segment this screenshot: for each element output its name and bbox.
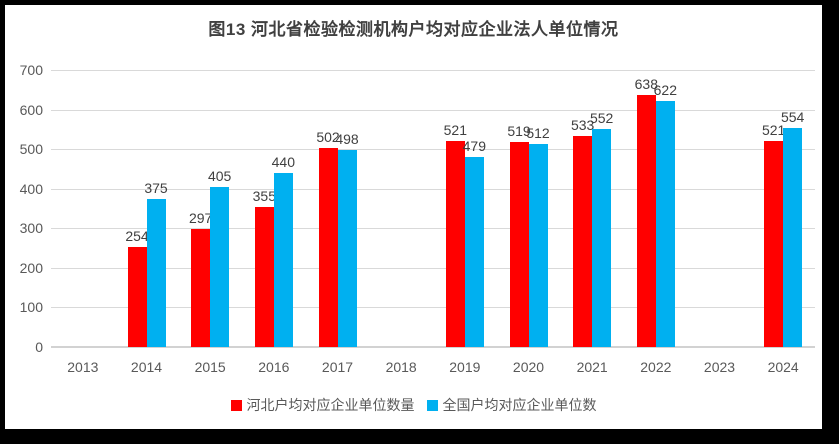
x-axis-line [51,346,815,348]
x-tick-label-2022: 2022 [640,359,672,375]
bar-hebei-2015 [191,229,211,347]
bar-value-label-hebei-2014: 254 [125,227,149,244]
y-tick-label: 600 [19,101,43,118]
bar-national-2020 [528,144,548,347]
bar-hebei-2021 [573,136,593,347]
bar-hebei-2016 [254,206,274,347]
bar-value-label-national-2021: 552 [589,109,614,126]
x-tick-label-2023: 2023 [703,359,736,375]
bar-hebei-2019 [445,140,465,347]
legend-label-national: 全国户均对应企业单位数 [442,397,597,413]
plot-area: 254 297 355 502 521 519 533 638 521 375 405 440 498 4… [51,70,815,348]
x-tick-label-2019: 2019 [449,359,481,375]
bar-national-2017 [337,149,357,347]
legend-entry-national: 全国户均对应企业单位数 [426,395,597,415]
gridline [51,267,815,269]
y-tick-label: 500 [19,141,43,158]
chart-legend: 河北户均对应企业单位数量 全国户均对应企业单位数 [5,395,822,415]
bar-hebei-2017 [318,148,338,347]
x-tick-label-2016: 2016 [258,359,290,375]
bar-value-label-national-2024: 554 [780,108,805,125]
bar-value-label-hebei-2019: 521 [443,121,468,138]
bar-value-label-national-2017: 498 [335,130,359,147]
bar-value-label-hebei-2021: 533 [570,117,595,134]
bar-value-label-national-2019: 479 [462,138,487,155]
gridline [51,188,815,190]
x-tick-label-2014: 2014 [130,359,163,375]
bar-value-label-hebei-2024: 521 [761,121,786,138]
bar-value-label-national-2022: 622 [653,81,678,98]
x-tick-label-2013: 2013 [67,359,99,375]
gridline [51,70,815,71]
legend-swatch-national [426,399,438,411]
y-tick-label: 300 [19,220,43,237]
bar-value-label-national-2015: 405 [207,167,232,184]
bar-national-2019 [464,157,484,347]
bar-value-label-hebei-2020: 519 [507,122,531,139]
x-tick-label-2017: 2017 [321,359,354,375]
bar-value-label-national-2014: 375 [144,179,168,196]
bar-hebei-2020 [509,141,529,347]
x-tick-label-2018: 2018 [385,359,417,375]
bar-value-label-hebei-2016: 355 [252,187,277,204]
bar-national-2022 [655,100,675,347]
gridline [51,109,815,111]
gridline [51,307,815,309]
y-tick-label: 700 [19,62,43,78]
y-tick-label: 400 [19,180,43,197]
legend-swatch-hebei [230,399,242,411]
bar-hebei-2014 [127,246,147,347]
bar-value-label-hebei-2015: 297 [188,210,213,227]
bar-value-label-hebei-2022: 638 [634,75,659,92]
legend-entry-hebei: 河北户均对应企业单位数量 [230,395,415,415]
legend-label-hebei: 河北户均对应企业单位数量 [246,397,415,413]
gridline [51,228,815,230]
bar-national-2015 [210,186,230,347]
x-tick-label-2021: 2021 [576,359,608,375]
bar-value-label-national-2020: 512 [526,125,550,142]
y-tick-label: 200 [19,259,43,276]
bar-national-2021 [592,128,612,347]
bar-value-label-national-2016: 440 [271,153,296,170]
x-axis-tick-labels: 2013 2014 2015 2016 2017 2018 2019 2020 2021 2022… [51,357,815,377]
x-tick-label-2020: 2020 [512,359,545,375]
chart-title: 图13 河北省检验检测机构户均对应企业法人单位情况 [208,20,619,39]
bar-national-2016 [273,172,293,347]
x-tick-label-2024: 2024 [767,359,799,375]
gridline [51,149,815,151]
y-tick-label: 100 [19,299,43,316]
bar-value-label-hebei-2017: 502 [316,129,340,146]
bar-hebei-2022 [636,94,656,347]
bar-hebei-2024 [764,140,784,347]
y-axis-tick-labels: 0 100 200 300 400 500 600 700 [5,5,43,429]
chart-canvas: 图13 河北省检验检测机构户均对应企业法人单位情况 0 100 200 300 400 5… [5,5,822,429]
bar-national-2024 [783,127,803,347]
bar-national-2014 [146,198,166,347]
y-tick-label: 0 [35,339,43,355]
x-tick-label-2015: 2015 [194,359,226,375]
